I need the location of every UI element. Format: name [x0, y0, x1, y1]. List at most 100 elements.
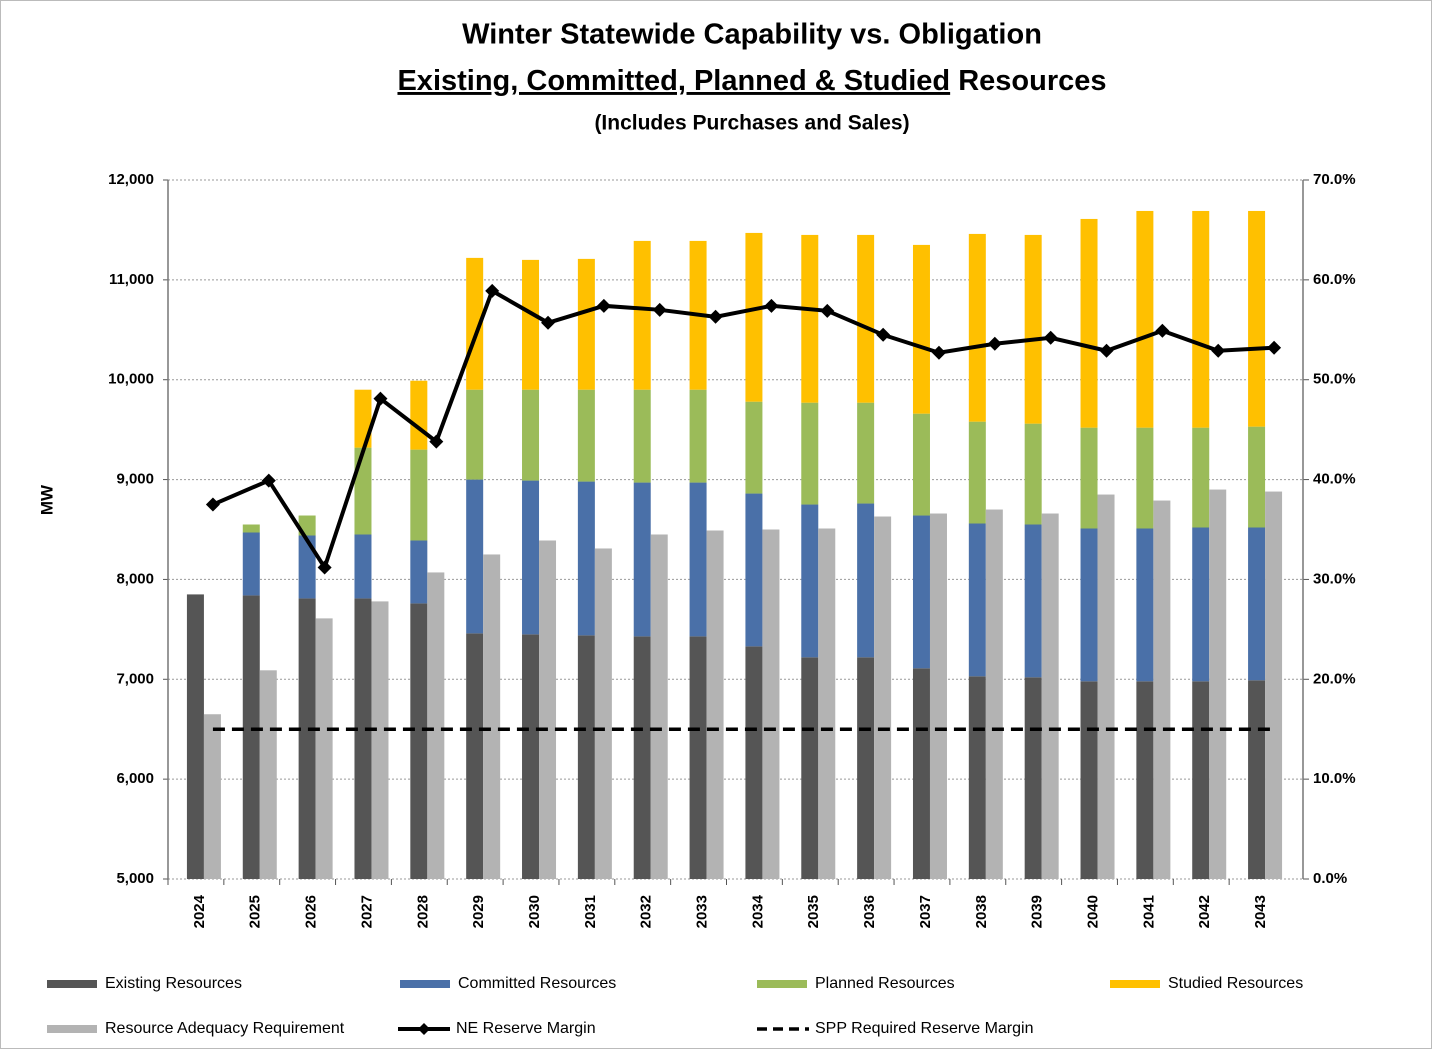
bar	[354, 534, 372, 599]
bar	[594, 548, 612, 879]
bar	[929, 513, 947, 879]
line-marker	[931, 345, 946, 360]
bar	[818, 528, 836, 879]
x-tick-label: 2032	[638, 895, 655, 928]
x-tick-label: 2036	[861, 895, 878, 928]
y-tick-label: 10,000	[108, 371, 154, 388]
bar	[1192, 210, 1210, 428]
chart-subtitle: Existing, Committed, Planned & Studied R…	[397, 65, 1106, 97]
bar	[1024, 524, 1042, 678]
bar	[298, 598, 316, 879]
x-tick-label: 2043	[1252, 895, 1269, 928]
bar	[427, 572, 445, 879]
bar	[1080, 681, 1098, 879]
y-tick-label: 7,000	[116, 670, 154, 687]
line-marker	[429, 434, 444, 449]
x-tick-label: 2024	[191, 894, 208, 928]
bar	[874, 516, 892, 879]
bar	[522, 480, 540, 635]
bar	[857, 402, 875, 504]
bar	[1080, 427, 1098, 529]
y-tick-label: 9,000	[116, 471, 154, 488]
bar	[354, 447, 372, 535]
bar	[912, 668, 930, 879]
bar	[1136, 427, 1154, 529]
bar	[298, 535, 316, 599]
line-marker	[987, 336, 1002, 351]
line-marker	[820, 303, 835, 318]
bar	[1248, 680, 1266, 879]
legend-marker	[418, 1023, 430, 1035]
y2-tick-label: 70.0%	[1313, 171, 1356, 188]
bar	[539, 540, 557, 879]
bar	[410, 449, 428, 541]
bar	[577, 389, 595, 482]
legend-item: Existing Resources	[47, 975, 242, 992]
x-tick-label: 2029	[470, 895, 487, 928]
bar	[1192, 681, 1210, 879]
bar	[466, 633, 484, 879]
legend-label: Studied Resources	[1168, 975, 1303, 992]
line-marker	[1043, 330, 1058, 345]
bar	[1248, 210, 1266, 427]
x-tick-label: 2027	[358, 895, 375, 928]
x-tick-label: 2039	[1029, 895, 1046, 928]
legend-label: Existing Resources	[105, 975, 242, 992]
bar	[912, 244, 930, 414]
bar	[968, 523, 986, 677]
legend-label: Resource Adequacy Requirement	[105, 1020, 345, 1037]
bar	[745, 232, 763, 402]
legend-swatch	[757, 980, 807, 988]
legend-item: Planned Resources	[757, 975, 955, 992]
bar	[522, 634, 540, 879]
bar	[912, 413, 930, 516]
bar	[259, 670, 277, 879]
y2-tick-label: 50.0%	[1313, 371, 1356, 388]
legend-swatch	[47, 980, 97, 988]
line-marker	[764, 298, 779, 313]
x-tick-label: 2037	[917, 895, 934, 928]
bar	[633, 636, 651, 879]
bar	[801, 402, 819, 505]
bar	[466, 479, 484, 634]
bar	[577, 481, 595, 636]
bar	[1192, 427, 1210, 528]
x-tick-label: 2038	[973, 895, 990, 928]
legend-label: Planned Resources	[815, 975, 955, 992]
line-marker	[205, 497, 220, 512]
line-marker	[596, 298, 611, 313]
bar	[1209, 489, 1227, 879]
y-tick-label: 12,000	[108, 171, 154, 188]
bar	[466, 389, 484, 480]
bar	[985, 509, 1003, 879]
bar	[1265, 491, 1283, 879]
x-tick-label: 2025	[247, 895, 264, 928]
legend-swatch	[1110, 980, 1160, 988]
line-marker	[373, 391, 388, 406]
bar	[1024, 423, 1042, 525]
bar	[522, 389, 540, 481]
bar	[1097, 494, 1115, 879]
bar	[801, 657, 819, 879]
line-marker	[1211, 343, 1226, 358]
legend-label: NE Reserve Margin	[456, 1020, 596, 1037]
x-tick-label: 2028	[414, 895, 431, 928]
bar	[968, 233, 986, 422]
legend-item: Committed Resources	[400, 975, 616, 992]
bar	[745, 401, 763, 494]
bar	[371, 601, 389, 879]
bar	[1136, 528, 1154, 682]
bar	[633, 389, 651, 483]
bar	[354, 598, 372, 879]
legend-item: Studied Resources	[1110, 975, 1303, 992]
y-tick-label: 11,000	[109, 271, 154, 288]
line-marker	[541, 315, 556, 330]
bar	[242, 595, 260, 879]
subtitle-underlined: Existing, Committed, Planned & Studied	[397, 65, 950, 97]
x-tick-label: 2035	[805, 895, 822, 928]
bar	[410, 380, 428, 450]
bar	[1192, 527, 1210, 682]
bar	[1041, 513, 1059, 879]
line	[212, 287, 1275, 573]
line-marker	[1099, 343, 1114, 358]
